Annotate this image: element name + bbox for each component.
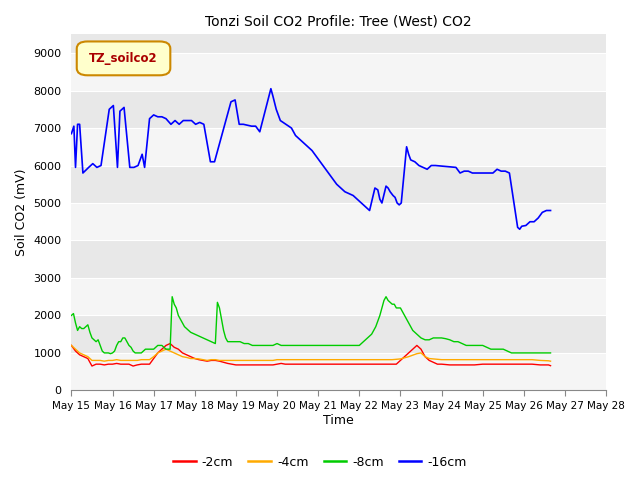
Bar (72, 91, 606, 128)
X-axis label: Time: Time (323, 414, 354, 427)
Legend: -2cm, -4cm, -8cm, -16cm: -2cm, -4cm, -8cm, -16cm (168, 451, 472, 474)
Bar (72, 315, 606, 353)
Bar (72, 166, 606, 203)
Bar (72, 278, 606, 315)
Bar (72, 128, 606, 166)
FancyBboxPatch shape (77, 41, 170, 75)
Text: TZ_soilco2: TZ_soilco2 (89, 52, 158, 65)
Bar (72, 203, 606, 240)
Bar (72, 240, 606, 278)
Y-axis label: Soil CO2 (mV): Soil CO2 (mV) (15, 168, 28, 256)
Bar (72, 53, 606, 91)
Title: Tonzi Soil CO2 Profile: Tree (West) CO2: Tonzi Soil CO2 Profile: Tree (West) CO2 (205, 15, 472, 29)
Bar (72, 353, 606, 390)
